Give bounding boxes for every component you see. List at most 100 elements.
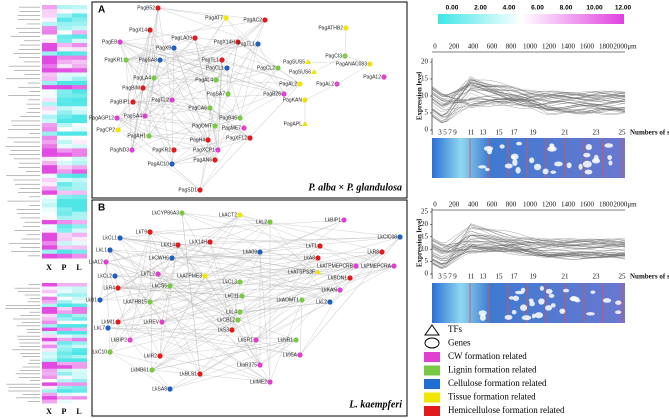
node-label: LkNR1	[278, 337, 294, 343]
slice-tick: 7	[448, 273, 452, 281]
heat-cell	[42, 173, 57, 179]
heat-cell	[57, 85, 72, 90]
heat-cell	[42, 26, 57, 31]
heat-cell	[42, 165, 57, 170]
gene-node	[223, 15, 229, 21]
slice-tick: 19	[530, 129, 538, 137]
edge	[161, 251, 383, 323]
profile-line	[431, 86, 626, 106]
heat-cell	[42, 118, 57, 124]
profile-line	[431, 226, 626, 244]
edge	[239, 214, 321, 247]
edge	[169, 364, 261, 390]
heat-cell	[42, 399, 57, 404]
node-label: PagCI3	[325, 53, 342, 59]
heat-cell	[57, 21, 72, 27]
edge	[225, 17, 279, 69]
heat-cell	[42, 320, 57, 325]
edge	[149, 301, 271, 383]
top-tick: 400	[468, 201, 479, 209]
profile-line	[431, 237, 626, 266]
edge	[169, 339, 297, 390]
node-label: PagXF12	[226, 135, 247, 141]
node-label: PagB52	[137, 5, 155, 11]
heat-cell	[42, 194, 57, 200]
gene-node	[397, 234, 403, 240]
vessel	[520, 304, 528, 311]
gene-node	[159, 319, 165, 325]
heat-cell	[72, 68, 87, 73]
profile-line	[431, 89, 626, 108]
heat-cell	[57, 173, 72, 179]
vessel	[554, 161, 563, 167]
heat-cell	[57, 392, 72, 397]
gene-node	[202, 273, 208, 279]
gene-node	[207, 239, 213, 245]
edge	[194, 37, 217, 81]
heat-cell	[42, 101, 57, 107]
edge	[148, 17, 227, 137]
heat-cell	[57, 372, 72, 377]
heat-cell	[42, 211, 57, 217]
node-label: LkT1	[306, 243, 317, 249]
gene-node	[129, 147, 135, 153]
profile-line	[431, 84, 626, 103]
edge	[171, 149, 219, 165]
heat-cell	[72, 17, 87, 23]
vessel	[533, 163, 542, 171]
profile-line	[431, 88, 626, 106]
panel-b-frame	[91, 199, 408, 417]
top-tick: 1000	[523, 43, 538, 51]
heat-cell	[57, 317, 72, 322]
slice-tick: 17	[511, 273, 519, 281]
heat-cell	[42, 249, 57, 255]
heat-cell	[42, 34, 57, 40]
vessel	[510, 153, 519, 160]
heat-cell	[57, 358, 72, 363]
x-label: Numbers of slices	[630, 273, 669, 281]
heat-cell	[72, 313, 87, 318]
edge	[239, 245, 321, 313]
edge	[171, 251, 383, 259]
heat-cell	[42, 38, 57, 44]
heat-cell	[42, 348, 57, 353]
vessel	[515, 166, 521, 174]
heat-cell	[42, 68, 57, 73]
heat-cell	[72, 55, 87, 61]
scale-tick: 2.00	[474, 5, 487, 12]
heat-cell	[57, 152, 72, 158]
heat-cell	[42, 361, 57, 366]
gene-node	[275, 65, 281, 71]
edge	[227, 19, 266, 95]
edge	[209, 241, 233, 331]
heat-cell	[57, 17, 72, 23]
profile-line	[431, 246, 626, 265]
edge	[199, 127, 245, 191]
gene-node	[147, 229, 153, 235]
node-label: PagAH1	[127, 133, 146, 139]
top-tick: 2000μm	[613, 43, 637, 51]
slice-tick: 19	[530, 273, 538, 281]
node-label: PagBIM	[122, 85, 140, 91]
edge	[336, 63, 371, 85]
profile-line	[431, 238, 626, 254]
gene-node	[142, 113, 148, 119]
heat-cell	[42, 139, 57, 145]
gene-node	[281, 91, 287, 97]
edge	[171, 257, 351, 279]
heat-cell	[57, 190, 72, 196]
heat-cell	[72, 110, 87, 116]
profile-line	[431, 82, 626, 115]
node-label: PagSUS6	[289, 69, 311, 75]
edge	[107, 327, 233, 331]
edge	[239, 214, 319, 273]
edge	[199, 277, 351, 375]
heat-cell	[72, 194, 87, 200]
heat-cell	[57, 344, 72, 349]
node-label: LkSA8	[152, 386, 167, 392]
heat-cell	[72, 296, 87, 301]
slice-tick: 5	[443, 273, 447, 281]
heat-cell	[72, 361, 87, 366]
heat-cell	[42, 17, 57, 23]
gene-node	[171, 45, 177, 51]
